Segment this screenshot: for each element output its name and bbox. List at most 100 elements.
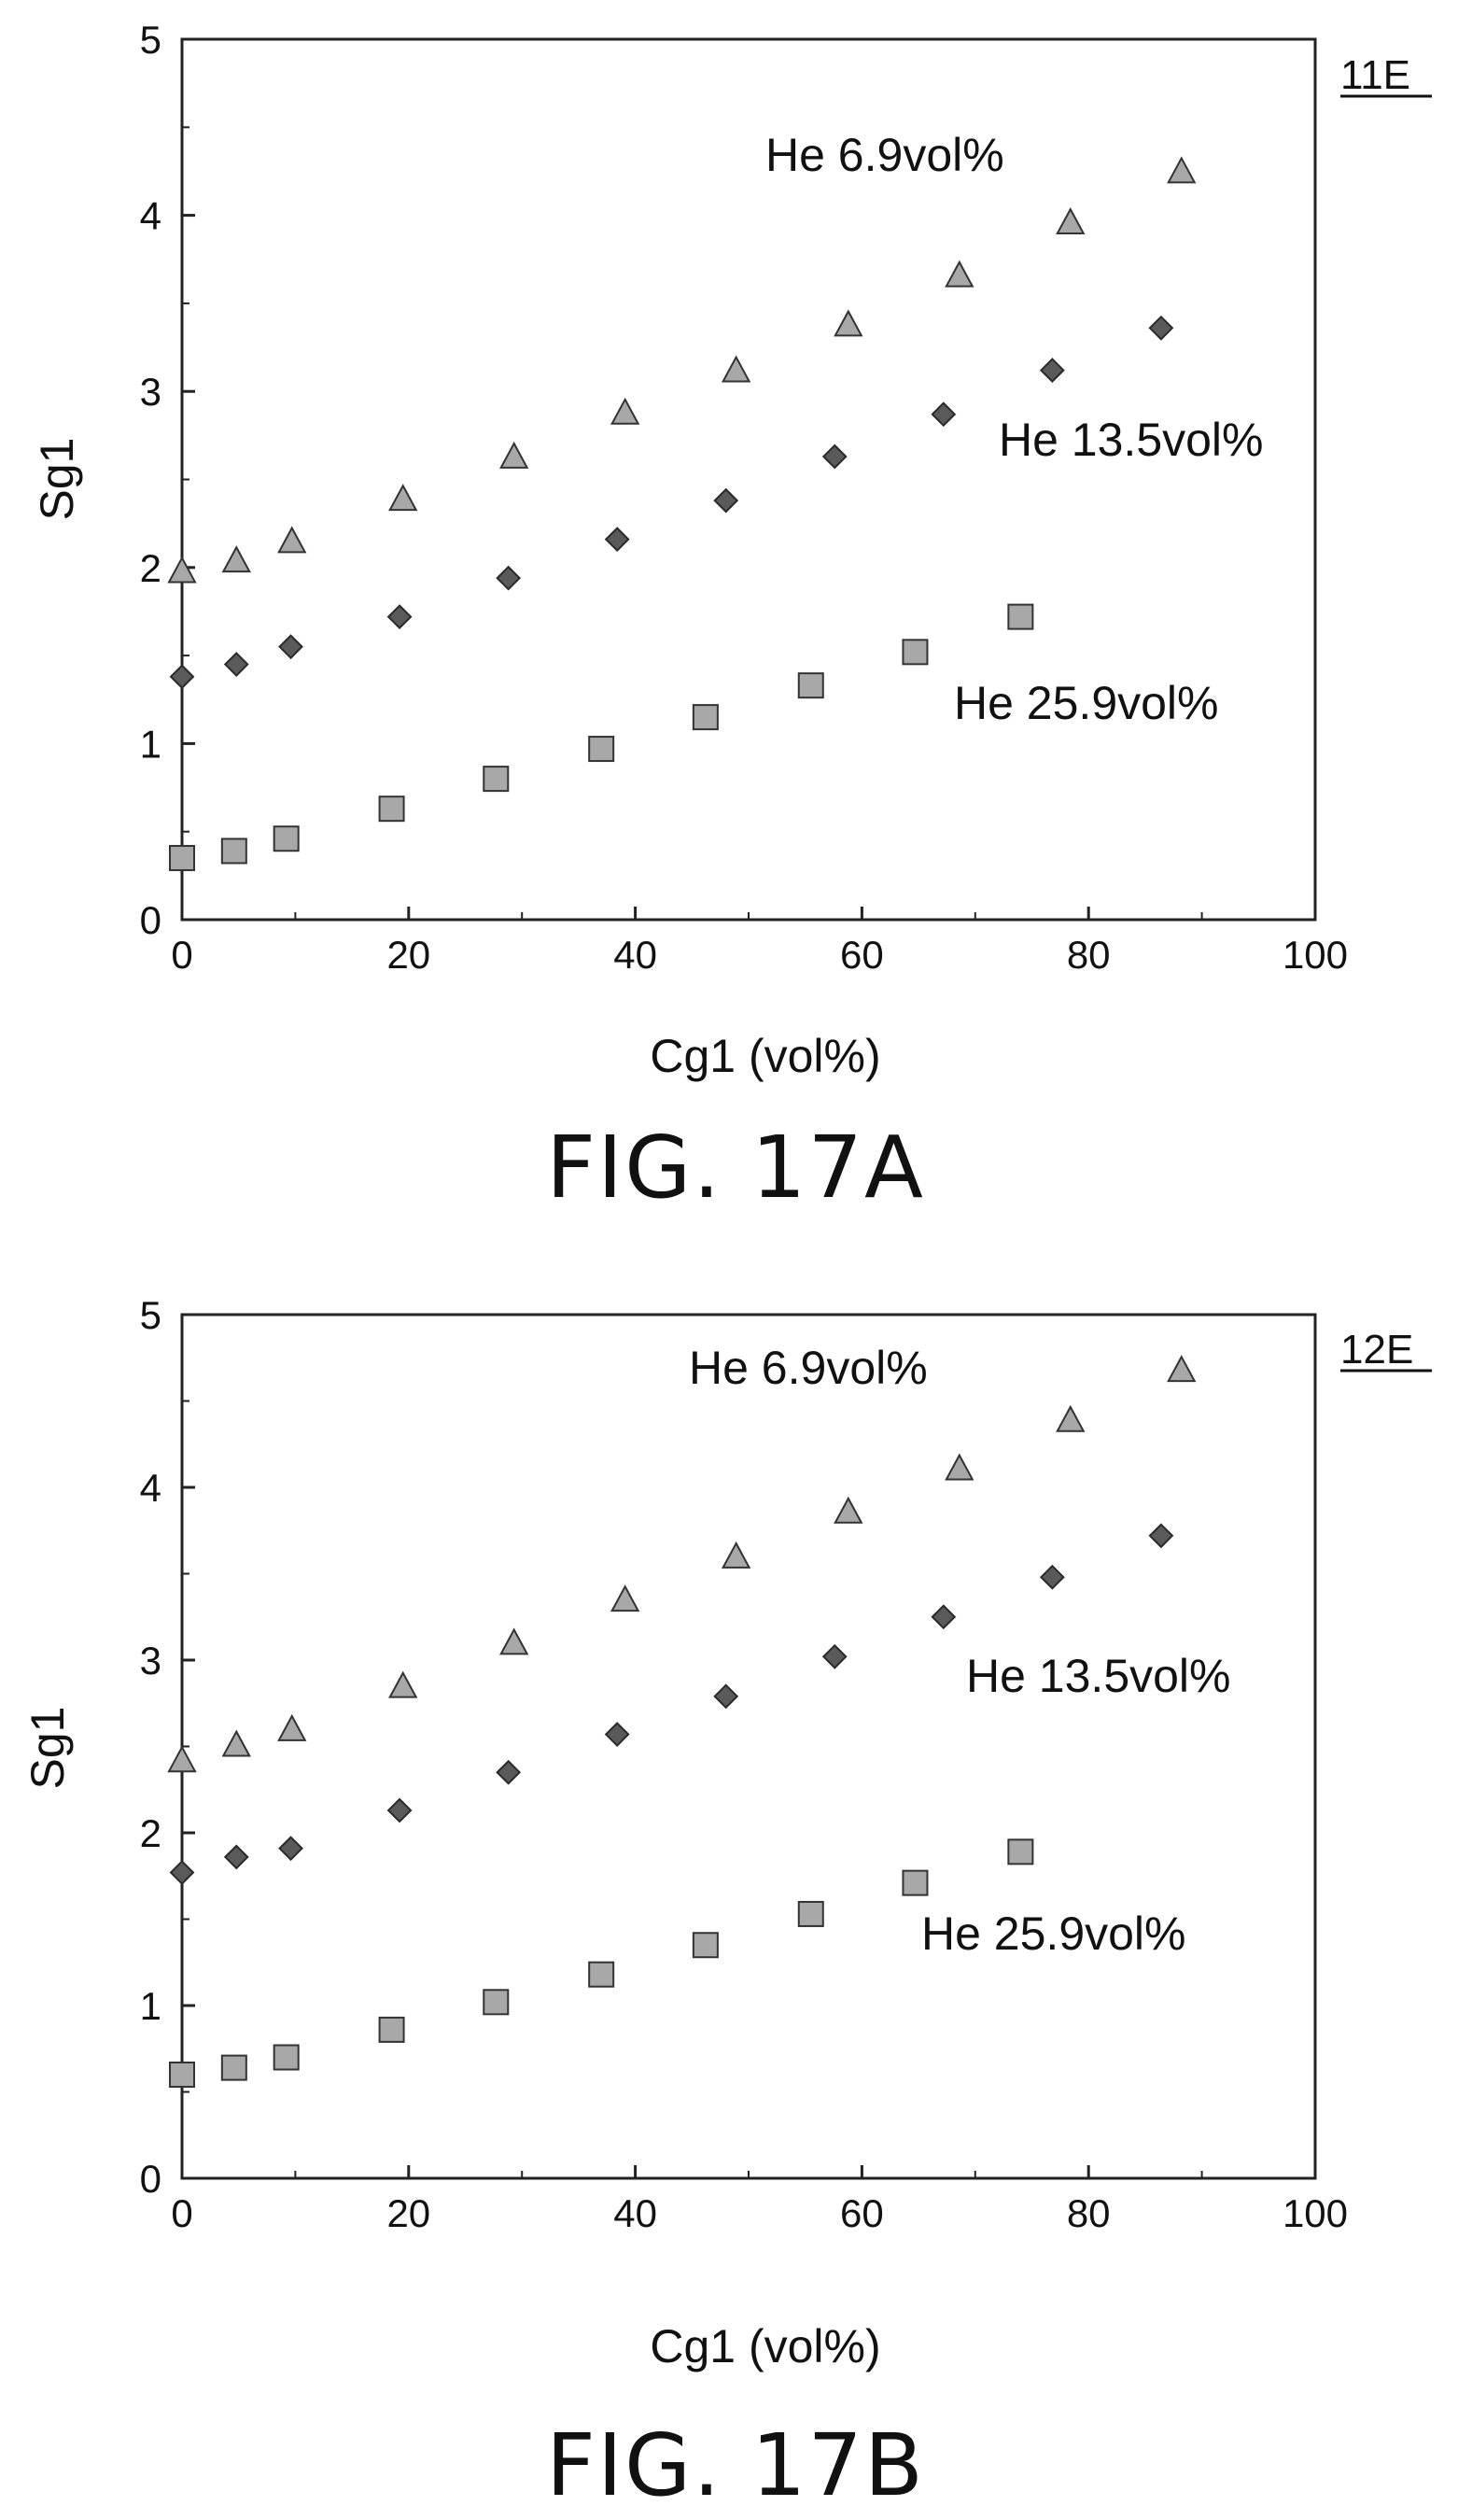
data-marks <box>167 156 1197 871</box>
data-point-square <box>220 2054 247 2081</box>
data-point-triangle <box>388 484 418 512</box>
data-point-triangle <box>610 397 640 425</box>
data-point-triangle <box>834 309 863 337</box>
x-axis-title: Cg1 (vol%) <box>650 1030 880 1082</box>
series-label-he-6-9: He 6.9vol% <box>689 1342 928 1394</box>
y-tick-label: 1 <box>140 1984 161 2028</box>
data-point-diamond <box>931 401 957 428</box>
data-point-diamond <box>1148 1523 1174 1549</box>
y-tick-label: 5 <box>140 1293 161 1337</box>
data-point-triangle <box>167 1745 197 1773</box>
data-point-triangle <box>721 1541 751 1569</box>
data-point-triangle <box>945 260 974 288</box>
data-point-square <box>220 838 247 865</box>
data-point-triangle <box>221 545 251 573</box>
series-label-he-6-9: He 6.9vol% <box>765 129 1004 181</box>
series-label-he-25-9: He 25.9vol% <box>954 677 1219 729</box>
data-point-square <box>378 795 405 823</box>
data-point-triangle <box>277 1713 307 1741</box>
y-tick-label: 4 <box>140 194 161 238</box>
x-tick-label: 20 <box>386 933 430 977</box>
x-tick-label: 40 <box>613 933 657 977</box>
data-point-square <box>692 1932 719 1959</box>
data-point-triangle <box>610 1584 640 1612</box>
data-point-square <box>273 825 300 852</box>
axis-ticks: 0 1 2 3 4 5 0 20 40 60 80 100 <box>140 18 1348 977</box>
data-point-square <box>588 1961 615 1988</box>
data-point-diamond <box>278 1836 303 1862</box>
y-tick-label: 4 <box>140 1466 161 1510</box>
data-point-square <box>1007 1838 1034 1865</box>
data-point-square <box>797 1900 824 1927</box>
data-point-square <box>483 1989 510 2016</box>
data-point-diamond <box>821 1643 848 1669</box>
y-axis-title: Sg1 <box>31 438 83 521</box>
data-point-square <box>378 2016 405 2043</box>
x-tick-label: 100 <box>1283 933 1348 977</box>
y-axis-title: Sg1 <box>21 1707 74 1790</box>
plot-frame <box>180 1313 1317 2180</box>
x-tick-label: 0 <box>171 933 192 977</box>
series-label-he-13-5: He 13.5vol% <box>966 1650 1231 1702</box>
data-point-square <box>483 766 510 793</box>
x-tick-label: 60 <box>840 2191 884 2235</box>
y-tick-label: 3 <box>140 1639 161 1682</box>
x-tick-label: 80 <box>1067 2191 1111 2235</box>
data-point-diamond <box>223 652 249 677</box>
data-point-square <box>169 2062 195 2088</box>
data-point-triangle <box>1056 207 1086 235</box>
data-point-diamond <box>386 1797 413 1823</box>
data-point-diamond <box>278 634 303 660</box>
y-tick-label: 0 <box>140 2157 161 2201</box>
data-point-diamond <box>496 565 522 591</box>
data-point-triangle <box>277 526 307 554</box>
figure-caption: FIG. 17B <box>546 2415 925 2515</box>
series-label-he-13-5: He 13.5vol% <box>999 414 1264 466</box>
ref-label: 12E <box>1340 1327 1413 1373</box>
data-point-diamond <box>1039 1564 1065 1590</box>
data-point-triangle <box>499 1627 529 1655</box>
ref-label: 11E <box>1340 52 1410 98</box>
data-point-square <box>902 1869 929 1896</box>
data-point-diamond <box>386 604 413 630</box>
x-axis-title: Cg1 (vol%) <box>650 2320 880 2372</box>
data-point-triangle <box>834 1496 863 1524</box>
data-point-triangle <box>388 1670 418 1698</box>
data-point-diamond <box>1148 315 1174 341</box>
data-point-square <box>797 672 824 699</box>
figure-caption: FIG. 17A <box>546 1118 925 1218</box>
data-point-square <box>692 704 719 731</box>
x-tick-label: 40 <box>613 2191 657 2235</box>
data-point-diamond <box>1039 358 1065 383</box>
y-tick-label: 0 <box>140 898 161 942</box>
y-tick-label: 5 <box>140 18 161 62</box>
x-tick-label: 60 <box>840 933 884 977</box>
data-marks <box>167 1355 1197 2088</box>
data-point-diamond <box>223 1844 249 1870</box>
data-point-square <box>273 2044 300 2071</box>
data-point-square <box>902 639 929 666</box>
x-tick-label: 20 <box>386 2191 430 2235</box>
data-point-triangle <box>945 1453 974 1481</box>
data-point-square <box>1007 603 1034 630</box>
chart-fig-17b: 0 1 2 3 4 5 0 20 40 60 80 100 Sg1 Cg1 (vol%) 12E He… <box>21 1293 1432 2515</box>
y-tick-label: 2 <box>140 546 161 590</box>
data-point-diamond <box>713 487 739 514</box>
x-tick-label: 80 <box>1067 933 1111 977</box>
data-point-triangle <box>499 441 529 469</box>
plot-frame <box>180 37 1317 922</box>
x-tick-label: 0 <box>171 2191 192 2235</box>
data-point-diamond <box>496 1759 522 1785</box>
data-point-square <box>588 736 615 763</box>
chart-fig-17a: 0 1 2 3 4 5 0 20 40 60 80 100 Sg1 Cg1 (vol%) 11E He… <box>31 18 1432 1218</box>
y-tick-label: 2 <box>140 1811 161 1855</box>
data-point-diamond <box>931 1604 957 1630</box>
data-point-triangle <box>721 355 751 383</box>
x-tick-label: 100 <box>1283 2191 1348 2235</box>
y-tick-label: 3 <box>140 370 161 414</box>
data-point-diamond <box>169 1860 195 1885</box>
data-point-diamond <box>604 1722 630 1747</box>
data-point-triangle <box>1167 1355 1197 1383</box>
series-label-he-25-9: He 25.9vol% <box>921 1908 1186 1960</box>
